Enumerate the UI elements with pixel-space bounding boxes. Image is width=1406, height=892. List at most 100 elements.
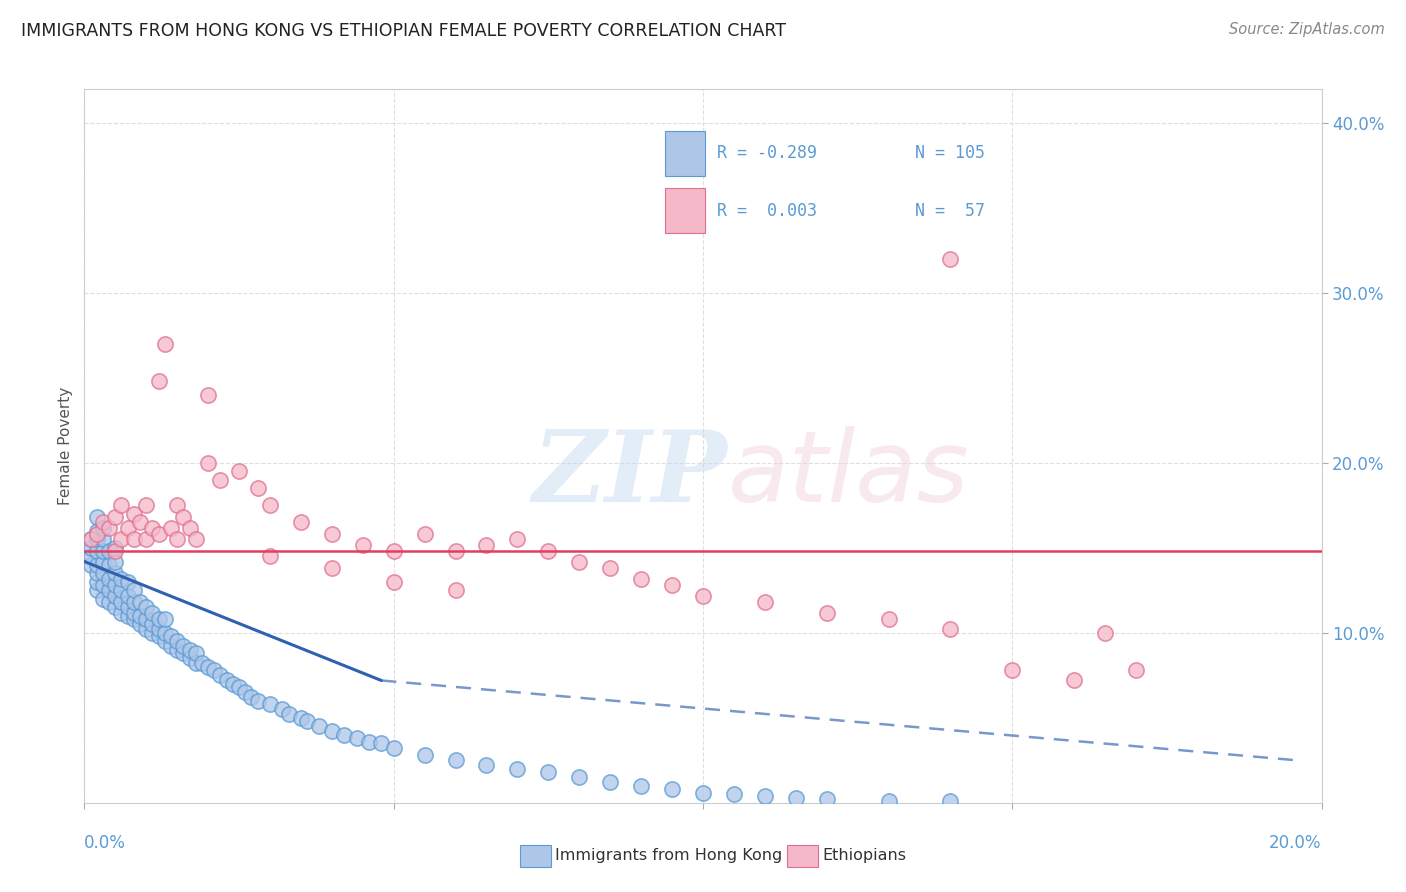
Point	[352, 537, 374, 551]
Point	[166, 634, 188, 648]
Point	[91, 533, 114, 547]
Point	[295, 714, 318, 729]
Point	[135, 499, 157, 513]
Point	[98, 544, 121, 558]
Point	[506, 762, 529, 776]
Point	[98, 558, 121, 572]
Point	[104, 589, 127, 603]
Point	[197, 456, 219, 470]
Point	[568, 555, 591, 569]
Point	[321, 561, 343, 575]
Point	[444, 583, 467, 598]
Point	[79, 558, 101, 572]
Point	[599, 561, 621, 575]
Point	[259, 499, 281, 513]
Point	[98, 572, 121, 586]
Point	[308, 719, 330, 733]
Point	[599, 775, 621, 789]
Point	[98, 583, 121, 598]
Point	[166, 533, 188, 547]
Text: R =  0.003: R = 0.003	[717, 202, 817, 219]
Point	[197, 660, 219, 674]
Point	[148, 629, 170, 643]
Point	[630, 779, 652, 793]
Point	[110, 499, 132, 513]
Point	[79, 533, 101, 547]
Point	[129, 608, 152, 623]
Bar	[665, 130, 704, 176]
Point	[91, 555, 114, 569]
Point	[184, 657, 207, 671]
Y-axis label: Female Poverty: Female Poverty	[58, 387, 73, 505]
Point	[98, 595, 121, 609]
Text: R = -0.289: R = -0.289	[717, 145, 817, 162]
Point	[117, 589, 139, 603]
Point	[233, 685, 256, 699]
Point	[91, 578, 114, 592]
Text: 0.0%: 0.0%	[84, 834, 127, 852]
Point	[754, 789, 776, 803]
Text: 20.0%: 20.0%	[1270, 834, 1322, 852]
Point	[179, 520, 201, 534]
Point	[815, 792, 838, 806]
Point	[166, 499, 188, 513]
Point	[246, 482, 269, 496]
Point	[104, 555, 127, 569]
Point	[191, 657, 214, 671]
Point	[104, 600, 127, 615]
Point	[122, 612, 145, 626]
Point	[91, 544, 114, 558]
Point	[79, 541, 101, 555]
Point	[110, 595, 132, 609]
Text: ZIP: ZIP	[533, 426, 728, 523]
Point	[172, 510, 194, 524]
Point	[1063, 673, 1085, 688]
Point	[184, 533, 207, 547]
Point	[271, 702, 294, 716]
Point	[117, 600, 139, 615]
Point	[117, 520, 139, 534]
Point	[135, 600, 157, 615]
Text: Immigrants from Hong Kong: Immigrants from Hong Kong	[555, 848, 783, 863]
Point	[259, 698, 281, 712]
Text: Source: ZipAtlas.com: Source: ZipAtlas.com	[1229, 22, 1385, 37]
Point	[117, 608, 139, 623]
Point	[129, 516, 152, 530]
Point	[939, 252, 962, 266]
Text: IMMIGRANTS FROM HONG KONG VS ETHIOPIAN FEMALE POVERTY CORRELATION CHART: IMMIGRANTS FROM HONG KONG VS ETHIOPIAN F…	[21, 22, 786, 40]
Point	[86, 527, 108, 541]
Point	[179, 643, 201, 657]
Point	[1001, 663, 1024, 677]
Point	[148, 375, 170, 389]
Point	[91, 520, 114, 534]
Point	[290, 711, 312, 725]
Point	[321, 724, 343, 739]
Point	[91, 591, 114, 606]
Point	[148, 612, 170, 626]
Point	[129, 595, 152, 609]
Text: N = 105: N = 105	[915, 145, 984, 162]
Point	[346, 731, 368, 746]
Point	[91, 566, 114, 581]
Point	[537, 544, 560, 558]
Point	[692, 786, 714, 800]
Point	[877, 612, 900, 626]
Point	[79, 533, 101, 547]
Point	[184, 646, 207, 660]
Point	[153, 626, 176, 640]
Point	[661, 782, 683, 797]
Point	[754, 595, 776, 609]
Point	[153, 337, 176, 351]
Point	[141, 617, 163, 632]
Point	[122, 507, 145, 521]
Point	[122, 533, 145, 547]
Point	[1125, 663, 1147, 677]
Point	[98, 520, 121, 534]
Point	[122, 583, 145, 598]
Point	[382, 574, 405, 589]
Point	[135, 623, 157, 637]
Point	[413, 748, 436, 763]
Point	[110, 583, 132, 598]
Point	[86, 510, 108, 524]
Point	[153, 634, 176, 648]
